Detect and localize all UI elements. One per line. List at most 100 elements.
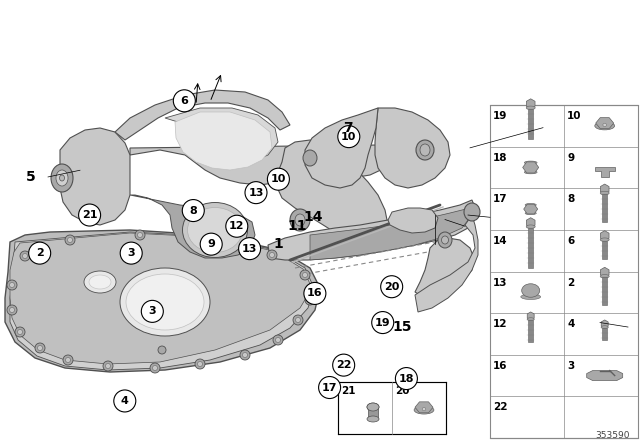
Ellipse shape [521, 294, 541, 300]
Ellipse shape [51, 164, 73, 192]
Circle shape [138, 233, 143, 237]
Ellipse shape [600, 191, 609, 195]
Polygon shape [600, 184, 609, 194]
Text: 4: 4 [567, 319, 574, 329]
Text: 9: 9 [207, 239, 215, 249]
Circle shape [240, 350, 250, 360]
Ellipse shape [603, 123, 607, 126]
Circle shape [120, 242, 142, 264]
Circle shape [182, 199, 204, 222]
Circle shape [135, 230, 145, 240]
Ellipse shape [120, 268, 210, 336]
Circle shape [381, 276, 403, 298]
Circle shape [198, 362, 202, 366]
Text: 13: 13 [242, 244, 257, 254]
Ellipse shape [464, 203, 480, 221]
Ellipse shape [525, 212, 536, 215]
Bar [602, 328, 607, 340]
Ellipse shape [420, 144, 430, 156]
Circle shape [303, 272, 307, 277]
Circle shape [15, 327, 25, 337]
Circle shape [293, 315, 303, 325]
Text: 12: 12 [493, 319, 508, 329]
Polygon shape [600, 267, 609, 277]
Bar [528, 109, 533, 139]
Polygon shape [268, 200, 475, 260]
Text: 6: 6 [567, 236, 574, 246]
Text: 22: 22 [493, 402, 508, 412]
Text: 22: 22 [336, 360, 351, 370]
Text: 8: 8 [189, 206, 197, 215]
Circle shape [396, 367, 417, 390]
Ellipse shape [601, 326, 608, 328]
Ellipse shape [295, 214, 305, 226]
Circle shape [29, 242, 51, 264]
Polygon shape [175, 112, 272, 170]
Polygon shape [526, 218, 535, 228]
Text: 15: 15 [392, 320, 412, 334]
Polygon shape [130, 145, 388, 185]
Circle shape [243, 353, 248, 358]
Polygon shape [165, 108, 278, 165]
Text: 5: 5 [26, 170, 36, 184]
Bar [528, 320, 533, 342]
Circle shape [268, 168, 289, 190]
Text: 20: 20 [395, 386, 410, 396]
Polygon shape [415, 238, 474, 300]
Ellipse shape [126, 274, 204, 330]
Text: 8: 8 [567, 194, 574, 204]
Circle shape [65, 358, 70, 362]
Polygon shape [310, 208, 472, 260]
Circle shape [10, 283, 15, 288]
Ellipse shape [303, 150, 317, 166]
Polygon shape [130, 195, 255, 258]
Circle shape [65, 235, 75, 245]
Circle shape [338, 125, 360, 148]
Ellipse shape [414, 406, 434, 414]
Circle shape [152, 366, 157, 370]
Circle shape [245, 181, 267, 204]
Text: 12: 12 [229, 221, 244, 231]
Polygon shape [388, 208, 438, 233]
Text: 18: 18 [493, 153, 508, 163]
Ellipse shape [182, 202, 248, 258]
Circle shape [267, 250, 277, 260]
Text: 3: 3 [127, 248, 135, 258]
Circle shape [239, 237, 260, 260]
Bar [602, 194, 607, 222]
Circle shape [200, 233, 222, 255]
Polygon shape [600, 231, 609, 241]
Bar [602, 241, 607, 258]
Ellipse shape [367, 403, 379, 411]
Ellipse shape [526, 106, 535, 110]
Circle shape [17, 329, 22, 335]
Text: 1: 1 [273, 237, 284, 251]
Text: 14: 14 [304, 210, 323, 224]
Circle shape [273, 335, 283, 345]
Ellipse shape [524, 171, 537, 174]
Text: 6: 6 [180, 96, 188, 106]
Polygon shape [527, 312, 534, 320]
Ellipse shape [60, 175, 65, 181]
Circle shape [307, 297, 312, 302]
Text: 10: 10 [567, 111, 582, 121]
Circle shape [207, 237, 212, 242]
Polygon shape [415, 402, 433, 413]
Text: 11: 11 [288, 219, 307, 233]
Ellipse shape [522, 284, 540, 297]
Ellipse shape [422, 408, 426, 411]
Ellipse shape [524, 161, 537, 164]
Circle shape [226, 215, 248, 237]
Circle shape [372, 311, 394, 334]
Circle shape [63, 355, 73, 365]
Ellipse shape [438, 232, 452, 248]
Circle shape [296, 318, 301, 323]
Ellipse shape [442, 236, 449, 244]
Ellipse shape [600, 275, 609, 278]
Ellipse shape [367, 416, 379, 422]
Circle shape [79, 204, 100, 226]
Ellipse shape [527, 318, 534, 320]
Text: 17: 17 [322, 383, 337, 392]
Bar [490, 105, 638, 438]
Circle shape [300, 270, 310, 280]
